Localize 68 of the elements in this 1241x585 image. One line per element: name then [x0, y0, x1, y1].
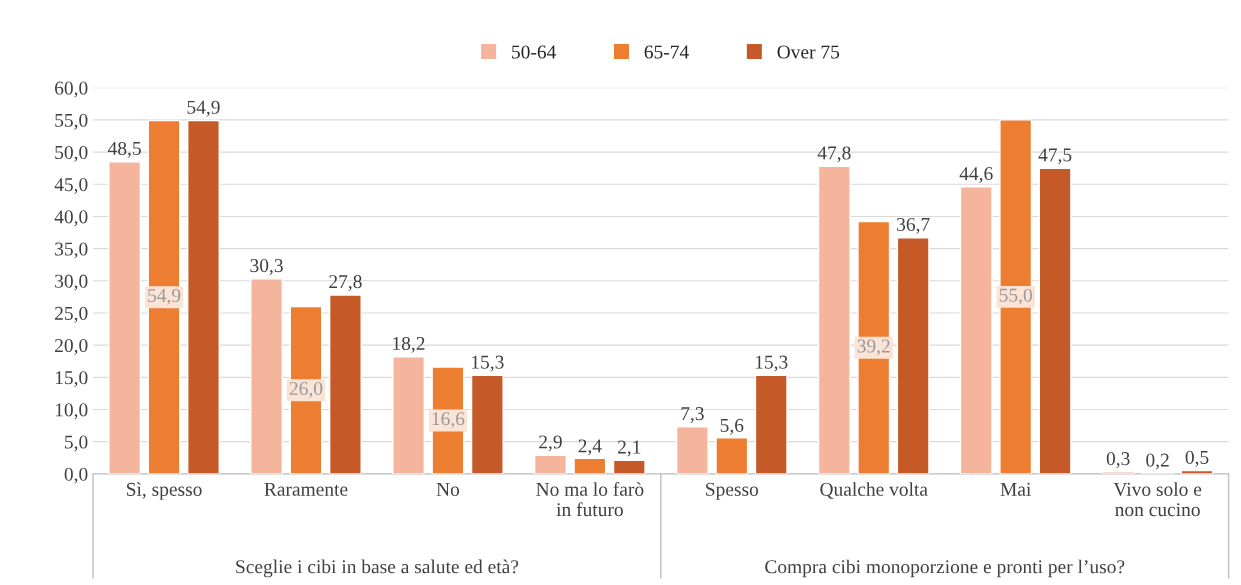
- y-tick-label: 40,0: [54, 210, 88, 227]
- data-label: 44,6: [959, 167, 993, 183]
- data-label: 47,8: [817, 146, 851, 163]
- bar: [857, 220, 891, 474]
- y-tick-label: 45,0: [54, 178, 88, 195]
- y-tick-label: 60,0: [55, 81, 88, 98]
- data-label: 54,9: [148, 289, 181, 305]
- data-label: 18,2: [393, 336, 425, 353]
- legend-label: 50-64: [512, 45, 557, 59]
- y-tick-label: 20,0: [55, 338, 88, 355]
- data-label: 15,3: [755, 355, 788, 372]
- x-tick-label: Vivo solo e non cucino: [1113, 482, 1202, 517]
- x-tick-label: Spesso: [706, 482, 759, 500]
- data-label: 16,6: [432, 412, 465, 429]
- bar: [533, 454, 567, 474]
- data-label: 27,8: [329, 275, 362, 292]
- data-label: 0,3: [1106, 452, 1130, 468]
- legend-label: Over 75: [777, 45, 840, 59]
- data-label: 36,7: [897, 217, 930, 234]
- bar: [675, 426, 709, 474]
- bar: [108, 161, 142, 474]
- bar: [999, 119, 1033, 474]
- bar: [328, 294, 362, 474]
- y-tick-label: 55,0: [55, 113, 88, 130]
- x-tick-label: No ma lo farò in futuro: [536, 481, 644, 517]
- x-tick-label: Qualche volta: [820, 482, 928, 499]
- text: Compra cibi monoporzione e pronti per l’uso?: [765, 559, 1125, 578]
- data-label: 54,9: [187, 100, 220, 117]
- y-tick-label: 15,0: [55, 371, 88, 388]
- data-label: 15,3: [472, 355, 504, 372]
- x-tick-label: Mai: [1000, 482, 1031, 496]
- x-tick-label: Raramente: [264, 482, 348, 496]
- y-tick-label: 5,0: [65, 435, 88, 452]
- bar: [612, 459, 646, 474]
- bar: [754, 374, 788, 474]
- y-tick-label: 35,0: [55, 242, 88, 259]
- data-label: 26,0: [289, 381, 323, 398]
- bar: [392, 356, 425, 474]
- y-tick-label: 50,0: [55, 145, 88, 162]
- x-tick-label: Sì, spesso: [126, 482, 202, 500]
- data-label: 47,5: [1038, 148, 1072, 165]
- text: Sceglie i cibi in base a salute ed età?: [236, 559, 519, 578]
- data-label: 55,0: [999, 288, 1032, 305]
- data-label: 0,2: [1146, 453, 1169, 470]
- data-label: 2,4: [578, 439, 602, 456]
- bar: [250, 278, 284, 474]
- data-label: 2,1: [617, 440, 641, 457]
- y-tick-label: 0,0: [64, 467, 88, 484]
- bar: [573, 457, 607, 474]
- bar: [470, 374, 504, 474]
- bar: [1038, 167, 1072, 474]
- data-label: 2,9: [539, 435, 562, 452]
- legend-label: 65-74: [644, 45, 689, 59]
- y-tick-label: 10,0: [55, 403, 88, 420]
- data-label: 7,3: [681, 407, 704, 423]
- data-label: 30,3: [250, 259, 283, 275]
- y-tick-label: 25,0: [55, 306, 88, 323]
- data-label: 5,6: [720, 418, 744, 435]
- bar: [959, 186, 993, 474]
- data-label: 48,5: [107, 141, 141, 158]
- data-label: 0,5: [1185, 450, 1209, 467]
- data-label: 39,2: [857, 339, 890, 356]
- x-tick-label: No: [436, 482, 460, 496]
- y-tick-label: 30,0: [55, 274, 88, 291]
- bar: [715, 437, 749, 474]
- bar: [896, 236, 930, 474]
- bar: [817, 165, 851, 474]
- bar: [187, 119, 220, 474]
